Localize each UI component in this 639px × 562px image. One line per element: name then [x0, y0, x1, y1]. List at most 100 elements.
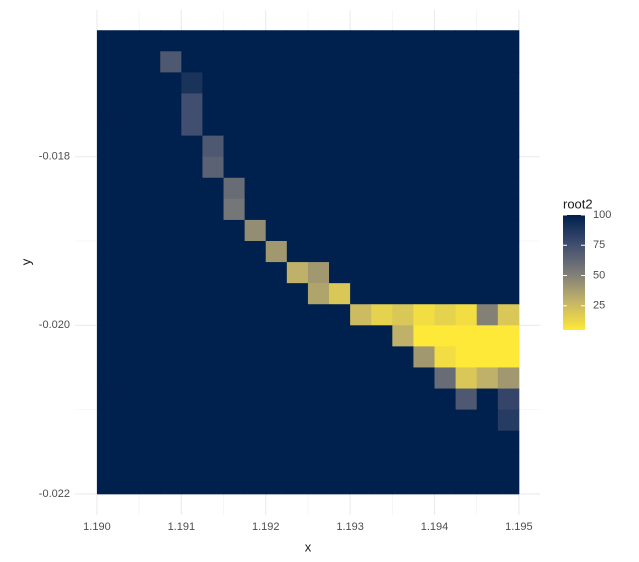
raster-cell — [413, 283, 435, 305]
raster-cell — [118, 346, 140, 368]
raster-cell — [497, 346, 520, 368]
raster-cell — [139, 114, 161, 137]
raster-cell — [307, 93, 330, 115]
raster-cell — [160, 346, 182, 368]
raster-cell — [455, 367, 478, 389]
raster-cell — [286, 304, 309, 326]
raster-cell — [497, 177, 520, 200]
raster-cell — [96, 430, 119, 453]
raster-cell — [413, 388, 435, 411]
raster-cell — [455, 283, 478, 305]
raster-cell — [434, 30, 457, 52]
raster-cell — [497, 472, 520, 495]
raster-cell — [371, 30, 393, 52]
raster-cell — [223, 156, 246, 179]
raster-cell — [160, 241, 182, 263]
raster-cell — [139, 325, 161, 347]
x-tick-label: 1.192 — [252, 521, 280, 533]
x-tick-label: 1.193 — [336, 521, 364, 533]
raster-cell — [160, 30, 182, 52]
colorbar — [563, 215, 585, 330]
raster-cell — [202, 72, 224, 94]
raster-cell — [244, 241, 267, 263]
raster-cell — [160, 51, 182, 73]
raster-cell — [96, 325, 119, 347]
raster-cell — [455, 325, 478, 347]
raster-cell — [265, 156, 288, 179]
raster-cell — [371, 51, 393, 73]
raster-cell — [392, 304, 414, 326]
raster-cell — [329, 219, 351, 242]
raster-cell — [497, 198, 520, 221]
raster-cell — [413, 156, 435, 179]
raster-cell — [96, 409, 119, 432]
raster-cell — [265, 198, 288, 221]
raster-cell — [350, 367, 372, 389]
raster-cell — [350, 241, 372, 263]
raster-cell — [455, 135, 478, 158]
raster-cell — [118, 219, 140, 242]
raster-cell — [455, 219, 478, 242]
raster-cell — [202, 262, 224, 284]
raster-cell — [96, 156, 119, 179]
raster-cell — [139, 198, 161, 221]
raster-cell — [223, 219, 246, 242]
raster-cell — [202, 114, 224, 137]
legend-tick-label: 25 — [593, 300, 605, 312]
raster-cell — [160, 219, 182, 242]
raster-cell — [329, 367, 351, 389]
raster-cell — [392, 325, 414, 347]
raster-cell — [139, 135, 161, 158]
raster-cell — [434, 135, 457, 158]
raster-cell — [455, 51, 478, 73]
raster-cell — [413, 472, 435, 495]
raster-cell — [181, 30, 203, 52]
raster-cell — [244, 198, 267, 221]
raster-cell — [160, 114, 182, 137]
raster-cell — [286, 283, 309, 305]
raster-cell — [96, 283, 119, 305]
raster-cell — [413, 114, 435, 137]
raster-cell — [455, 156, 478, 179]
raster-cell — [434, 93, 457, 115]
raster-cell — [244, 177, 267, 200]
raster-cell — [202, 325, 224, 347]
raster-cell — [181, 93, 203, 115]
raster-cell — [223, 51, 246, 73]
raster-cell — [329, 472, 351, 495]
raster-cell — [286, 325, 309, 347]
raster-cell — [350, 472, 372, 495]
raster-cell — [307, 198, 330, 221]
raster-cell — [476, 388, 499, 411]
raster-cell — [307, 304, 330, 326]
raster-cell — [497, 388, 520, 411]
raster-cell — [350, 262, 372, 284]
raster-cell — [118, 472, 140, 495]
raster-cell — [497, 219, 520, 242]
raster-cell — [329, 451, 351, 474]
raster-cell — [139, 177, 161, 200]
raster-cell — [265, 72, 288, 94]
raster-cell — [307, 283, 330, 305]
raster-cell — [265, 388, 288, 411]
raster-cell — [244, 388, 267, 411]
raster-cell — [455, 388, 478, 411]
raster-cell — [413, 177, 435, 200]
raster-cell — [392, 283, 414, 305]
raster-cell — [139, 30, 161, 52]
raster-cell — [265, 135, 288, 158]
raster-cell — [476, 262, 499, 284]
raster-cell — [497, 72, 520, 94]
raster-cell — [202, 30, 224, 52]
raster-cell — [139, 367, 161, 389]
raster-cell — [223, 198, 246, 221]
raster-cell — [202, 409, 224, 432]
x-tick-label: 1.190 — [83, 521, 111, 533]
raster-cell — [139, 409, 161, 432]
raster-cell — [371, 325, 393, 347]
raster-cell — [392, 93, 414, 115]
raster-cell — [118, 283, 140, 305]
raster-cell — [455, 241, 478, 263]
raster-cell — [307, 451, 330, 474]
raster-cell — [181, 156, 203, 179]
